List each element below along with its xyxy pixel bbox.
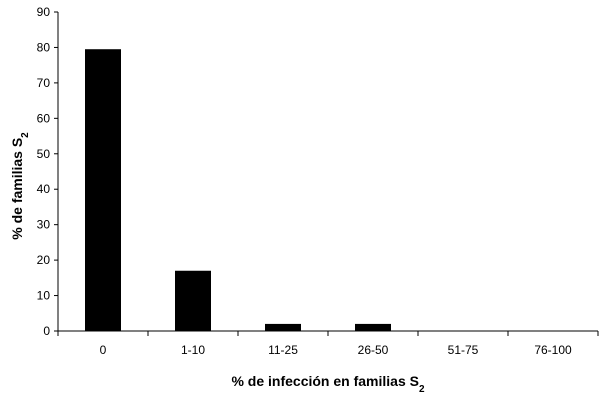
y-tick-label: 60 bbox=[37, 111, 51, 125]
x-tick-label: 26-50 bbox=[358, 343, 389, 357]
x-tick-label: 11-25 bbox=[268, 343, 298, 357]
y-tick-label: 70 bbox=[37, 76, 51, 90]
y-axis-title: % de familias S2 bbox=[9, 132, 31, 240]
y-tick-label: 50 bbox=[37, 147, 51, 161]
y-tick-label: 20 bbox=[37, 253, 51, 267]
bar-11-25 bbox=[265, 323, 301, 331]
y-tick-label: 90 bbox=[37, 5, 51, 19]
bar-26-50 bbox=[355, 323, 391, 331]
y-tick-label: 80 bbox=[37, 40, 51, 54]
x-tick-label: 1-10 bbox=[181, 343, 205, 357]
x-tick-label: 0 bbox=[100, 343, 107, 357]
y-ticks-group: 0 10 20 30 40 50 60 70 80 90 bbox=[37, 5, 58, 338]
bar-0 bbox=[85, 49, 121, 331]
x-tick-label: 51-75 bbox=[448, 343, 479, 357]
x-ticks-group: 0 1-10 11-25 26-50 51-75 76-100 bbox=[57, 331, 599, 357]
y-tick-label: 30 bbox=[37, 218, 51, 232]
bars-group bbox=[85, 49, 391, 331]
y-axis-title-text: % de familias S bbox=[9, 138, 25, 240]
bar-1-10 bbox=[175, 270, 211, 331]
x-tick-label: 76-100 bbox=[534, 343, 572, 357]
x-axis-title-subscript: 2 bbox=[419, 384, 425, 395]
x-axis-title: % de infección en familias S2 bbox=[231, 373, 425, 395]
y-axis-title-subscript: 2 bbox=[20, 132, 31, 138]
y-tick-label: 40 bbox=[37, 182, 51, 196]
y-tick-label: 10 bbox=[37, 289, 51, 303]
y-tick-label: 0 bbox=[43, 324, 50, 338]
x-axis-title-text: % de infección en familias S bbox=[231, 373, 419, 389]
